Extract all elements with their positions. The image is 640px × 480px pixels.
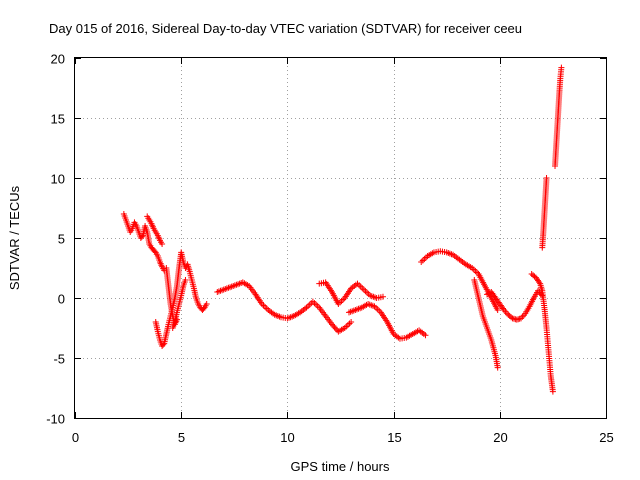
data-point [305,303,312,310]
y-tick-label: -10 [46,412,65,427]
data-point [421,256,428,262]
data-point [472,268,479,274]
data-point [332,325,339,332]
data-point [340,296,347,303]
y-axis-label: SDTVAR / TECUs [7,185,22,290]
data-point [173,316,180,323]
x-tick-label: 15 [387,430,401,445]
plot-frame [74,57,607,419]
x-tick-label: 5 [178,430,185,445]
series-s7 [316,279,386,307]
series-s13 [539,175,550,251]
data-point [494,364,501,371]
x-tick-label: 10 [280,430,294,445]
tick-labels: 0 5 10 15 20 25 -10 -5 0 5 10 15 20 [46,52,614,446]
data-point [494,307,501,313]
data-point [160,341,167,348]
data-point [360,286,367,293]
data-point [356,282,363,289]
data-point [348,319,355,325]
series-s9 [418,248,501,313]
data-point [364,289,371,296]
data-point [313,301,320,308]
series-s14 [552,64,565,169]
data-point [159,241,166,247]
data-point [419,257,426,264]
data-point [346,320,353,327]
series-s2 [144,213,166,247]
data-point [262,304,269,310]
y-tick-label: 0 [58,292,65,307]
series-s5 [163,265,180,328]
x-tick-label: 20 [493,430,507,445]
data-point [182,277,189,283]
x-tick-label: 0 [72,430,79,445]
chart-title: Day 015 of 2016, Sidereal Day-to-day VTE… [49,21,522,36]
axis-ticks [75,58,607,419]
data-point [418,259,425,265]
data-point [311,300,318,307]
data-point [314,303,321,310]
data-point [309,298,316,305]
data-point [558,64,565,71]
data-point [260,302,267,309]
series-s11 [484,287,546,323]
x-axis-label: GPS time / hours [291,459,390,474]
series-s12 [528,271,556,395]
data-point [203,301,210,307]
y-tick-label: -5 [53,352,65,367]
data-point [330,322,337,329]
data-point [374,306,381,313]
y-tick-label: 5 [58,232,65,247]
data-point [344,322,351,328]
x-tick-label: 25 [599,430,613,445]
data-point [306,301,313,308]
data-point [543,175,550,181]
data-points [120,64,565,395]
data-point [359,285,366,292]
data-point [549,388,556,395]
data-point [422,332,429,339]
data-point [376,307,383,314]
series-s6 [214,279,355,335]
series-s8 [345,301,429,342]
y-tick-label: 15 [51,112,65,127]
data-point [379,293,386,300]
data-point [362,288,369,295]
gridlines [75,58,606,418]
y-tick-label: 10 [51,172,65,187]
y-tick-label: 20 [51,52,65,67]
data-point [329,321,336,328]
data-point [368,302,375,309]
data-point [138,233,145,240]
data-point [263,305,270,312]
data-point [331,324,338,331]
series-s10 [471,277,501,371]
